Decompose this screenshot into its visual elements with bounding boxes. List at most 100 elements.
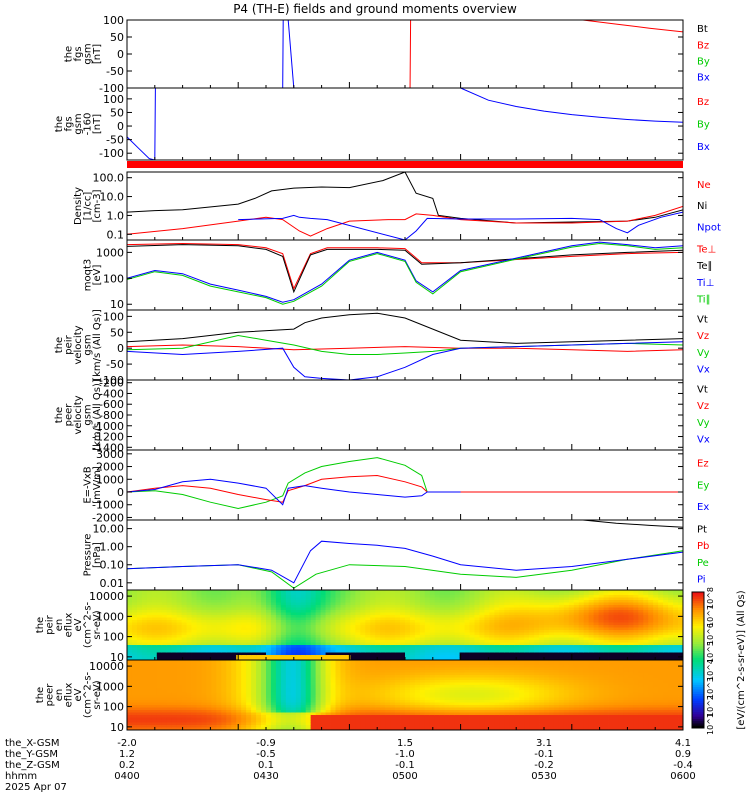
heatmap-cell bbox=[266, 647, 272, 651]
heatmap-cell bbox=[191, 667, 197, 671]
heatmap-cell bbox=[275, 680, 282, 683]
series-line-red bbox=[127, 205, 683, 237]
heatmap-cell bbox=[300, 715, 307, 718]
heatmap-cell bbox=[663, 620, 669, 623]
heatmap-cell bbox=[275, 700, 282, 703]
heatmap-cell bbox=[414, 625, 421, 628]
heatmap-cell bbox=[136, 635, 143, 638]
heatmap-cell bbox=[211, 617, 217, 621]
heatmap-cell bbox=[325, 717, 331, 721]
heatmap-cell bbox=[330, 632, 336, 636]
heatmap-cell bbox=[350, 720, 356, 723]
heatmap-cell bbox=[628, 645, 634, 648]
heatmap-cell bbox=[598, 645, 604, 648]
heatmap-cell bbox=[186, 605, 192, 608]
heatmap-cell bbox=[474, 600, 480, 603]
heatmap-cell bbox=[395, 640, 401, 643]
heatmap-cell bbox=[285, 602, 292, 606]
heatmap-cell bbox=[131, 675, 138, 678]
heatmap-cell bbox=[380, 632, 386, 636]
heatmap-cell bbox=[156, 600, 163, 603]
heatmap-cell bbox=[588, 635, 595, 638]
heatmap-cell bbox=[295, 640, 302, 643]
heatmap-cell bbox=[633, 627, 639, 631]
heatmap-cell bbox=[553, 652, 560, 656]
heatmap-cell bbox=[365, 692, 371, 696]
heatmap-cell bbox=[638, 652, 644, 656]
heatmap-cell bbox=[444, 627, 451, 631]
heatmap-cell bbox=[266, 605, 272, 608]
heatmap-cell bbox=[653, 635, 659, 638]
heatmap-cell bbox=[499, 602, 505, 606]
heatmap-cell bbox=[251, 690, 257, 693]
heatmap-cell bbox=[330, 647, 336, 651]
heatmap-cell bbox=[568, 630, 575, 633]
heatmap-cell bbox=[558, 617, 565, 621]
heatmap-cell bbox=[127, 672, 133, 676]
heatmap-cell bbox=[563, 610, 570, 613]
heatmap-cell bbox=[300, 642, 307, 646]
heatmap-cell bbox=[529, 627, 535, 631]
heatmap-cell bbox=[623, 617, 629, 621]
heatmap-cell bbox=[618, 615, 624, 618]
heatmap-cell bbox=[246, 700, 252, 703]
heatmap-cell bbox=[370, 722, 376, 726]
heatmap-cell bbox=[444, 592, 451, 596]
heatmap-cell bbox=[355, 600, 361, 603]
heatmap-cell bbox=[400, 627, 406, 631]
panel-frame bbox=[126, 519, 684, 591]
heatmap-cell bbox=[434, 637, 441, 641]
y-tick-label: 0.10 bbox=[100, 559, 125, 572]
heatmap-cell bbox=[439, 605, 446, 608]
heatmap-cell bbox=[206, 600, 212, 603]
heatmap-cell bbox=[375, 607, 381, 611]
heatmap-cell bbox=[439, 652, 446, 656]
heatmap-cell bbox=[236, 645, 242, 648]
heatmap-cell bbox=[613, 632, 619, 636]
heatmap-cell bbox=[127, 642, 133, 646]
heatmap-cell bbox=[360, 672, 366, 676]
heatmap-cell bbox=[375, 610, 381, 613]
heatmap-cell bbox=[390, 630, 396, 633]
heatmap-cell bbox=[251, 635, 257, 638]
heatmap-cell bbox=[280, 597, 287, 601]
heatmap-cell bbox=[340, 715, 346, 718]
heatmap-cell bbox=[459, 612, 465, 616]
heatmap-cell bbox=[340, 600, 346, 603]
y-tick-label: -1000 bbox=[92, 499, 124, 512]
heatmap-cell bbox=[638, 627, 644, 631]
heatmap-cell bbox=[280, 695, 287, 698]
heatmap-cell bbox=[300, 660, 307, 663]
heatmap-cell bbox=[375, 690, 381, 693]
heatmap-cell bbox=[370, 667, 376, 671]
heatmap-cell bbox=[593, 607, 599, 611]
heatmap-cell bbox=[628, 637, 634, 641]
heatmap-cell bbox=[285, 700, 292, 703]
heatmap-cell bbox=[454, 610, 460, 613]
heatmap-cell bbox=[519, 642, 525, 646]
heatmap-cell bbox=[330, 707, 336, 711]
heatmap-cell bbox=[499, 650, 505, 653]
heatmap-cell bbox=[360, 675, 366, 678]
heatmap-cell bbox=[504, 607, 510, 611]
heatmap-cell bbox=[390, 612, 396, 616]
heatmap-cell bbox=[335, 637, 341, 641]
heatmap-cell bbox=[141, 630, 148, 633]
heatmap-cell bbox=[360, 692, 366, 696]
heatmap-cell bbox=[424, 607, 431, 611]
heatmap-cell bbox=[295, 602, 302, 606]
heatmap-cell bbox=[261, 617, 267, 621]
heatmap-cell bbox=[310, 707, 317, 711]
heatmap-cell bbox=[181, 652, 187, 656]
heatmap-cell bbox=[256, 625, 262, 628]
heatmap-cell bbox=[141, 727, 148, 731]
heatmap-cell bbox=[251, 662, 257, 666]
heatmap-cell bbox=[603, 640, 609, 643]
heatmap-cell bbox=[146, 645, 153, 648]
heatmap-cell bbox=[409, 612, 416, 616]
heatmap-cell bbox=[246, 692, 252, 696]
heatmap-cell bbox=[221, 695, 227, 698]
heatmap-cell bbox=[285, 672, 292, 676]
heatmap-cell bbox=[181, 612, 187, 616]
heatmap-cell bbox=[474, 605, 480, 608]
